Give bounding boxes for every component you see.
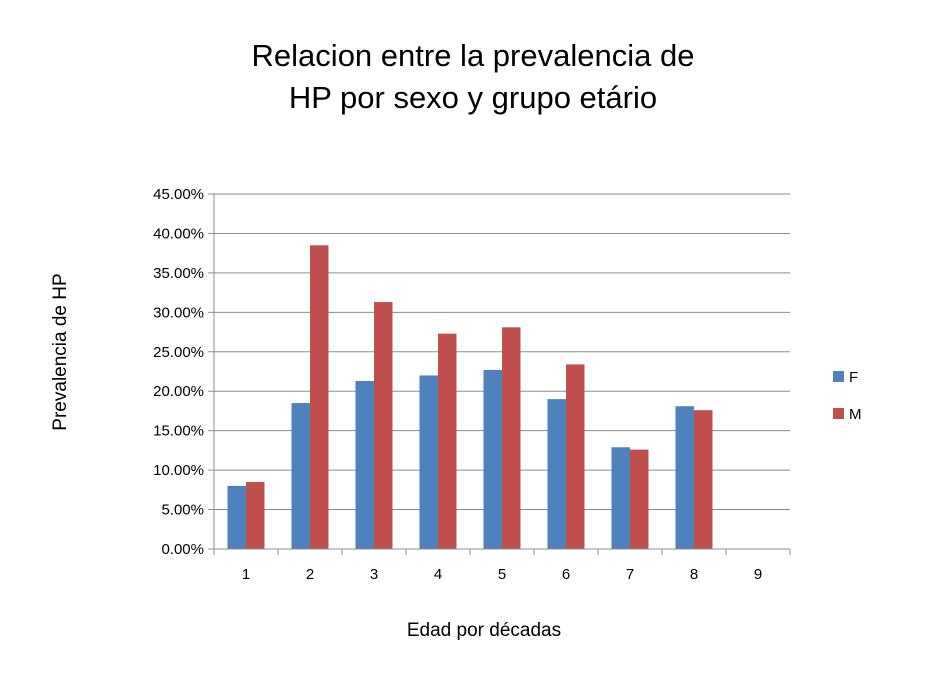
axes	[213, 194, 790, 550]
x-axis-ticks: 1 2 3 4 5 6 7 8 9	[213, 549, 791, 583]
bar-F-5	[483, 369, 502, 549]
x-tick-label: 6	[562, 566, 570, 583]
y-tick-label: 20.00%	[153, 383, 204, 400]
bar-F-4	[419, 375, 438, 549]
x-tick-label: 9	[754, 566, 762, 583]
bar-F-2	[291, 403, 310, 549]
legend-label-M: M	[849, 406, 862, 423]
y-tick-label: 45.00%	[153, 186, 204, 203]
bar-M-8	[694, 410, 713, 549]
bar-F-7	[611, 447, 630, 549]
y-tick-label: 35.00%	[153, 265, 204, 282]
legend: FM	[833, 369, 862, 423]
legend-label-F: F	[849, 369, 858, 386]
bar-M-3	[374, 302, 393, 549]
y-tick-label: 10.00%	[153, 462, 204, 479]
y-tick-label: 40.00%	[153, 225, 204, 242]
x-tick-label: 2	[306, 566, 314, 583]
x-tick-label: 8	[690, 566, 698, 583]
bar-F-6	[547, 399, 566, 549]
x-tick-label: 4	[434, 566, 442, 583]
x-tick-label: 3	[370, 566, 378, 583]
x-axis-title: Edad por décadas	[407, 620, 561, 641]
y-axis-ticks: 0.00% 5.00% 10.00% 15.00% 20.00% 25.00% 30.00%…	[153, 186, 214, 558]
bar-F-8	[675, 406, 694, 549]
x-tick-label: 7	[626, 566, 634, 583]
bar-M-6	[566, 364, 585, 549]
bar-M-2	[310, 245, 329, 549]
chart-title-line-1: Relacion entre la prevalencia de	[252, 38, 695, 73]
bars	[227, 245, 713, 549]
bar-M-5	[502, 327, 521, 549]
x-tick-label: 5	[498, 566, 506, 583]
bar-F-3	[355, 380, 374, 549]
bar-M-7	[630, 449, 649, 549]
legend-swatch-M	[833, 408, 844, 419]
bar-F-1	[227, 485, 246, 549]
y-tick-label: 30.00%	[153, 304, 204, 321]
y-tick-label: 5.00%	[161, 502, 204, 519]
bar-M-1	[246, 481, 265, 549]
y-tick-label: 25.00%	[153, 344, 204, 361]
y-tick-label: 0.00%	[161, 541, 204, 558]
bar-M-4	[438, 333, 457, 549]
x-tick-label: 1	[242, 566, 250, 583]
chart-title-line-2: HP por sexo y grupo etário	[289, 80, 657, 115]
y-axis-title: Prevalencia de HP	[50, 273, 71, 430]
y-tick-label: 15.00%	[153, 423, 204, 440]
legend-swatch-F	[833, 371, 844, 382]
